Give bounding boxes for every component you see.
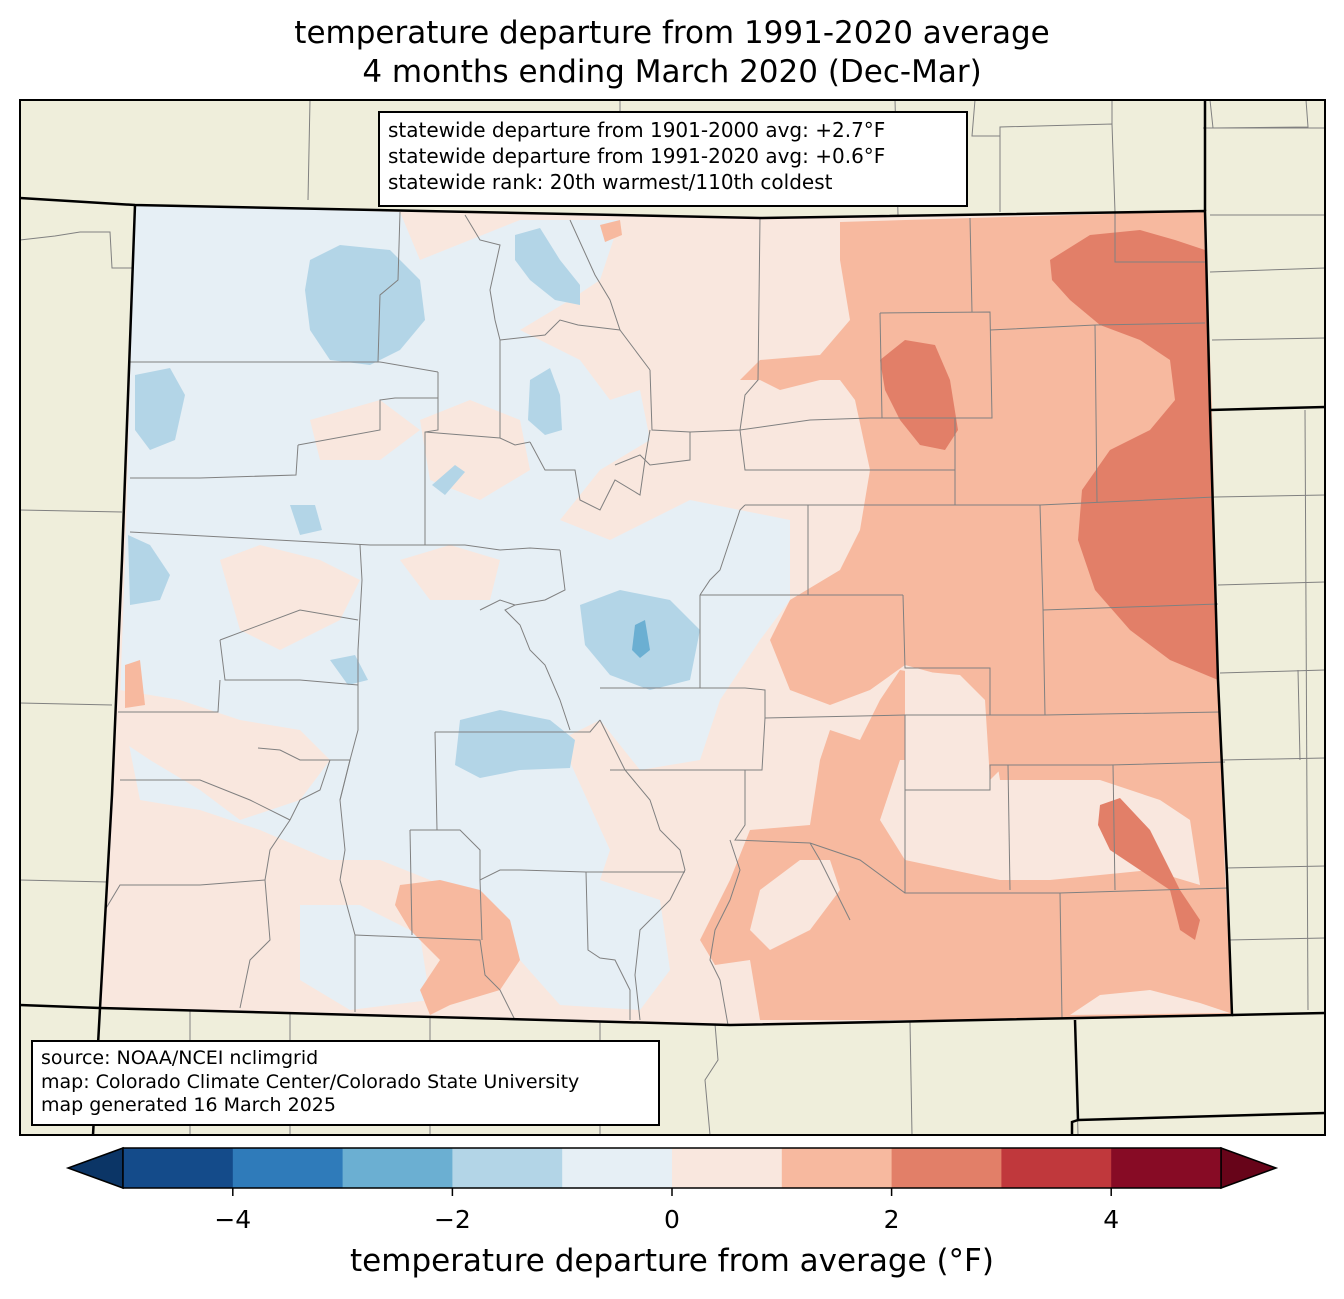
colorbar-tick-label: 2 (883, 1205, 900, 1234)
county-lines (104, 211, 1229, 1026)
source-credits-box: source: NOAA/NCEI nclimgrid map: Colorad… (31, 1040, 660, 1126)
source-line-2: map: Colorado Climate Center/Colorado St… (41, 1070, 580, 1093)
source-line-1: source: NOAA/NCEI nclimgrid (41, 1047, 319, 1069)
colorbar-bin-1 (232, 1148, 344, 1188)
stats-line-2: statewide departure from 1991-2020 avg: … (388, 144, 886, 168)
colorbar-tick-label: 0 (664, 1205, 680, 1234)
colorbar-bin-3 (452, 1148, 563, 1188)
colorbar-bin-7 (891, 1148, 1002, 1188)
strong-cool-spot (632, 620, 650, 658)
colorbar-label: temperature departure from average (°F) (350, 1243, 994, 1279)
stats-line-3: statewide rank: 20th warmest/110th colde… (388, 170, 833, 194)
stats-line-1: statewide departure from 1901-2000 avg: … (388, 118, 886, 142)
colorbar-bin-4 (562, 1148, 673, 1188)
source-line-3: map generated 16 March 2025 (41, 1094, 336, 1116)
cool-anomaly-areas (120, 205, 790, 1010)
east-neutral-patch (905, 670, 990, 780)
colorbar-bin-6 (781, 1148, 893, 1188)
colorbar-bin-2 (342, 1148, 453, 1188)
warm-anomaly-areas (125, 211, 1232, 1020)
colorbar (65, 1146, 1279, 1196)
map-title-line-2: 4 months ending March 2020 (Dec-Mar) (362, 54, 982, 90)
southeast-neutral-patch (750, 860, 840, 950)
map-frame (19, 99, 1326, 1136)
hot-anomaly-areas (880, 230, 1218, 940)
colorbar-bin-9 (1111, 1148, 1222, 1188)
colorbar-tick-label: 4 (1103, 1205, 1120, 1234)
colorbar-bin-8 (1001, 1148, 1112, 1188)
map-title-line-1: temperature departure from 1991-2020 ave… (294, 15, 1050, 51)
blue-anomaly-areas (128, 228, 700, 778)
colorbar-over-arrow (1220, 1146, 1279, 1190)
statewide-stats-box: statewide departure from 1901-2000 avg: … (378, 111, 968, 207)
colorbar-bin-5 (672, 1148, 783, 1188)
colorbar-under-arrow (65, 1146, 124, 1190)
colorbar-tick-label: −2 (433, 1205, 471, 1234)
colorbar-tick-label: −4 (214, 1205, 252, 1234)
colorbar-bin-0 (123, 1148, 234, 1188)
se-corner-neutral (1070, 990, 1230, 1015)
